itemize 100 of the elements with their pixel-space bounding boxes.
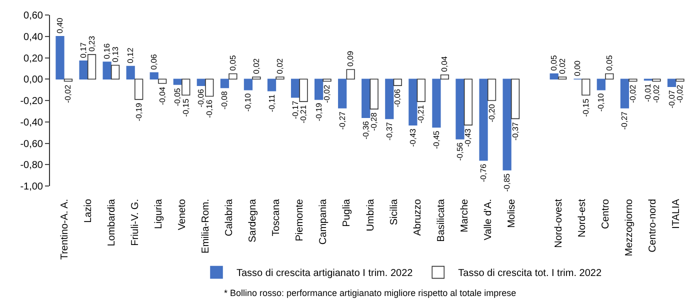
bar [440, 74, 450, 80]
data-label: -0,02 [628, 84, 638, 104]
data-label: 0,05 [604, 54, 614, 71]
data-label: 0,16 [102, 42, 112, 60]
x-tick-label: Sicilia [388, 198, 400, 226]
bar [464, 78, 473, 126]
bar [196, 78, 206, 86]
data-label: -0,17 [290, 100, 300, 120]
legend-label: Tasso di crescita tot. I trim. 2022 [458, 268, 602, 280]
bar [432, 78, 441, 128]
bar [558, 76, 567, 80]
x-tick-label: Friuli-V. G. [130, 199, 141, 246]
data-label: -0,37 [384, 122, 394, 140]
x-tick-label: Nord-ovest [553, 198, 564, 248]
data-label: -0,11 [267, 94, 276, 112]
bar [299, 78, 308, 102]
x-tick-label: Puglia [342, 198, 353, 227]
x-tick-label: Valle d'A. [482, 199, 494, 240]
data-label: 0,23 [87, 35, 96, 52]
x-tick-label: Toscana [271, 198, 282, 236]
data-label: -0,43 [408, 128, 418, 147]
y-tick-label: -0,40 [20, 117, 44, 128]
data-label: -0,19 [314, 102, 324, 122]
bar [158, 78, 167, 84]
x-tick-label: Abruzzo [412, 198, 424, 236]
data-label: -0,19 [134, 102, 144, 122]
data-label: -0,01 [644, 83, 653, 102]
data-label: 0,17 [79, 42, 88, 58]
data-label: -0,21 [416, 104, 426, 124]
x-tick-label: Centro [600, 198, 612, 230]
bar [322, 78, 332, 82]
bar [173, 78, 182, 85]
data-label: -0,15 [581, 98, 590, 117]
y-tick-label: -0,60 [20, 138, 44, 150]
x-tick-label: Emilia-Rom. [200, 199, 212, 254]
x-tick-label: Veneto [177, 198, 188, 230]
bar [620, 78, 630, 108]
bar [416, 78, 426, 102]
data-label: -0,56 [456, 142, 464, 161]
bar [393, 78, 402, 86]
data-label: 0,02 [252, 58, 261, 74]
x-tick-label: Centro-nord [648, 199, 659, 252]
data-label: -0,76 [479, 163, 488, 182]
data-label: -0,08 [220, 90, 230, 110]
bar [408, 78, 418, 126]
data-label: 0,06 [150, 54, 159, 70]
x-tick-label: Marche [459, 198, 470, 232]
x-tick-label: Molise [506, 198, 518, 228]
y-tick-label: 0,20 [24, 53, 44, 64]
bar [582, 78, 590, 96]
data-label: 0,40 [56, 17, 64, 34]
bar [605, 73, 614, 80]
data-label: 0,02 [558, 58, 567, 74]
data-label: -0,02 [322, 84, 332, 104]
data-label: -0,27 [338, 110, 347, 130]
x-tick-label: Mezzogiorno [624, 198, 636, 256]
bar [87, 54, 96, 80]
bar [550, 73, 558, 80]
data-label: -0,07 [667, 90, 676, 108]
legend-label: Tasso di crescita artigianato I trim. 2022 [236, 268, 414, 280]
bar [244, 78, 253, 90]
bar [276, 76, 284, 80]
bar [596, 78, 606, 90]
x-tick-label: Lazio [82, 198, 94, 223]
y-tick-label: -0,80 [20, 160, 44, 172]
data-label: -0,02 [652, 84, 661, 104]
data-label: -0,37 [510, 122, 520, 140]
data-label: -0,10 [244, 92, 253, 112]
bar [314, 78, 324, 100]
data-label: -0,06 [196, 88, 206, 108]
bar [290, 78, 300, 98]
data-label: -0,21 [299, 104, 308, 124]
data-label: -0,45 [432, 130, 441, 150]
x-tick-label: Basilicata [436, 198, 447, 242]
bar [487, 78, 496, 101]
bar [79, 60, 88, 80]
data-label: -0,36 [361, 120, 370, 140]
bar [362, 78, 370, 118]
data-label: -0,20 [487, 104, 496, 122]
x-tick-label: Lombardia [106, 198, 118, 246]
data-label: -0,02 [676, 84, 684, 104]
x-tick-label: Umbria [365, 198, 376, 232]
bar [510, 78, 520, 120]
y-tick-label: 0,00 [24, 74, 44, 86]
bar [652, 78, 661, 82]
data-label: 0,02 [276, 58, 284, 74]
bar [126, 66, 135, 80]
bar [338, 78, 347, 108]
data-label: 0,05 [228, 54, 238, 71]
text: * Bollino rosso: performance artigianato migliore rispetto al totale imprese [224, 288, 516, 298]
bar [182, 78, 190, 96]
bar [56, 36, 64, 80]
y-tick-label: -0,20 [20, 96, 44, 107]
x-tick-label: Calabria [224, 198, 236, 236]
data-label: -0,27 [620, 110, 630, 130]
data-label: -0,10 [596, 92, 606, 112]
x-tick-label: ITALIA [671, 198, 682, 229]
data-label: -0,28 [370, 112, 379, 131]
data-label: -0,16 [204, 99, 214, 118]
bar [102, 62, 112, 80]
